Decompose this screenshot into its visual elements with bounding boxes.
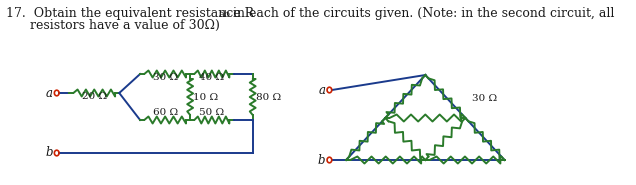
- Text: a: a: [46, 87, 53, 100]
- Text: 40 Ω: 40 Ω: [199, 73, 225, 82]
- Text: 10 Ω: 10 Ω: [193, 92, 219, 102]
- Text: 30 Ω: 30 Ω: [472, 94, 497, 103]
- Text: a: a: [318, 83, 325, 97]
- Text: resistors have a value of 30Ω): resistors have a value of 30Ω): [6, 19, 219, 32]
- Text: 80 Ω: 80 Ω: [256, 92, 281, 102]
- Text: 17.  Obtain the equivalent resistance R: 17. Obtain the equivalent resistance R: [6, 7, 254, 20]
- Text: ab: ab: [219, 10, 230, 19]
- Text: in each of the circuits given. (Note: in the second circuit, all: in each of the circuits given. (Note: in…: [230, 7, 615, 20]
- Text: 20 Ω: 20 Ω: [81, 92, 107, 101]
- Text: b: b: [45, 147, 53, 159]
- Text: 60 Ω: 60 Ω: [153, 108, 177, 117]
- Text: 30 Ω: 30 Ω: [153, 73, 177, 82]
- Text: 50 Ω: 50 Ω: [199, 108, 225, 117]
- Text: b: b: [318, 154, 325, 166]
